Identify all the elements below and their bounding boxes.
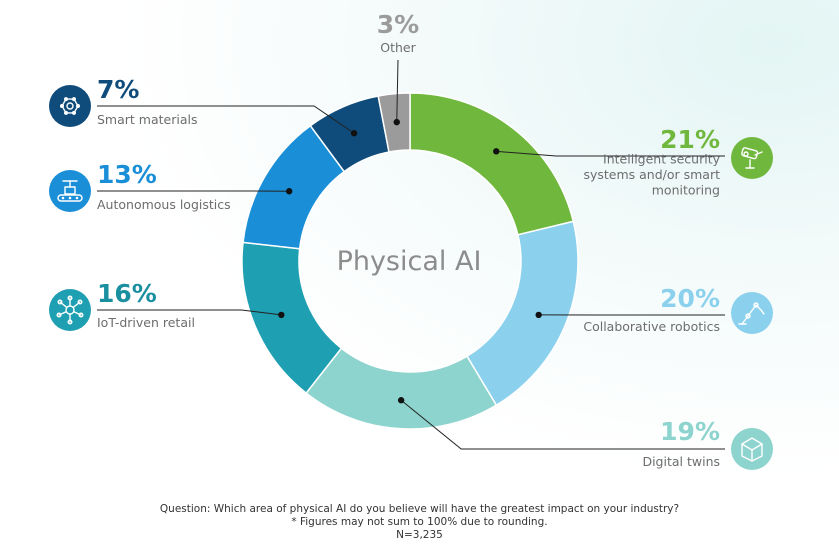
slice-collaborative-robotics [465,220,579,407]
category-label-autonomous-logistics: Autonomous logistics [97,197,231,212]
network-node-icon [49,289,91,331]
leader-line-smart-materials [97,105,355,134]
category-icons [49,85,773,470]
value-label-autonomous-logistics: 13% [97,160,157,189]
category-label-collaborative-robotics: Collaborative robotics [583,319,720,334]
value-label-other: 3% [377,10,419,39]
value-label-digital-twins: 19% [660,417,720,446]
molecule-icon [49,85,91,127]
category-label-smart-materials: Smart materials [97,112,197,127]
chart-footer: Question: Which area of physical AI do y… [0,503,839,542]
leader-line-other [396,59,399,123]
leader-line-intelligent-security-systems-and-or-smart-monitoring [496,150,725,157]
slice-intelligent-security-systems-and-or-smart-monitoring [409,92,575,236]
leader-dot-collaborative-robotics [535,311,542,319]
leader-line-digital-twins [400,399,725,450]
chart-title: Physical AI [337,246,482,277]
value-label-intelligent-security-systems-and-or-smart-monitoring: 21% [660,125,720,154]
leader-dot-smart-materials [350,130,358,137]
value-label-iot-driven-retail: 16% [97,279,157,308]
category-label-other: Other [380,40,416,55]
sample-size: N=3,235 [396,529,443,541]
leader-dot-other [393,118,400,126]
value-label-collaborative-robotics: 20% [660,284,720,313]
security-camera-icon [731,137,773,179]
value-label-smart-materials: 7% [97,75,139,104]
rounding-note: * Figures may not sum to 100% due to rou… [291,516,548,528]
slice-digital-twins [305,347,498,430]
leader-dot-iot-driven-retail [278,311,285,319]
survey-question: Question: Which area of physical AI do y… [159,503,680,515]
leader-lines [97,59,725,450]
slice-labels: 21%Intelligent security systems and/or sm… [97,10,721,469]
category-label-intelligent-security-systems-and-or-smart-monitoring: Intelligent security systems and/or smart… [583,152,720,198]
leader-dot-autonomous-logistics [285,188,293,195]
donut-slices [241,92,579,430]
conveyor-robot-icon [49,170,91,212]
leader-line-iot-driven-retail [97,309,282,316]
robot-arm-icon [731,292,773,334]
category-label-digital-twins: Digital twins [642,454,720,469]
leader-dot-intelligent-security-systems-and-or-smart-monitoring [493,148,500,155]
donut-chart: 21%Intelligent security systems and/or sm… [49,10,773,470]
category-label-iot-driven-retail: IoT-driven retail [97,315,195,330]
leader-dot-digital-twins [397,397,405,404]
cube-icon [731,428,773,470]
